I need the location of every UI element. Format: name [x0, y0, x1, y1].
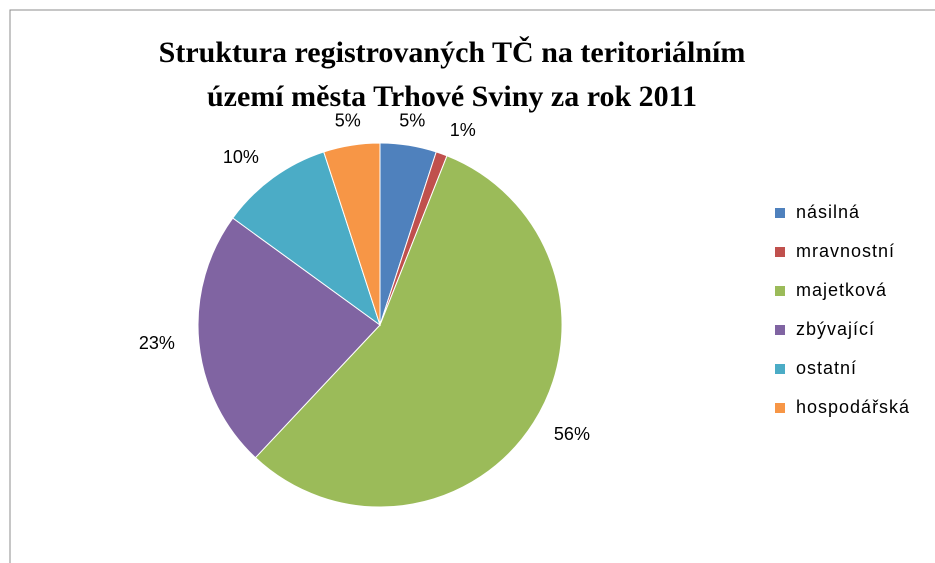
legend-label: majetková	[796, 280, 887, 300]
legend-label: zbývající	[796, 319, 875, 339]
legend-label: mravnostní	[796, 241, 895, 261]
legend-label: hospodářská	[796, 397, 910, 417]
data-label: 5%	[399, 110, 425, 130]
pie-slice	[232, 151, 381, 327]
legend-swatch	[775, 403, 785, 413]
legend-swatch	[775, 325, 785, 335]
legend-swatch	[775, 247, 785, 257]
legend-label: ostatní	[796, 358, 857, 378]
data-label: 10%	[223, 147, 259, 167]
data-label: 56%	[554, 424, 590, 444]
legend-swatch	[775, 364, 785, 374]
pie-slice	[254, 155, 563, 508]
chart-title: území města Trhové Sviny za rok 2011	[207, 80, 697, 113]
pie-slice	[323, 142, 381, 326]
pie-slice	[197, 217, 381, 459]
legend-label: násilná	[796, 202, 860, 222]
data-label: 5%	[335, 110, 361, 130]
chart-title: Struktura registrovaných TČ na teritoriá…	[159, 36, 746, 69]
legend-swatch	[775, 286, 785, 296]
legend-swatch	[775, 208, 785, 218]
data-label: 1%	[450, 120, 476, 140]
data-label: 23%	[139, 333, 175, 353]
